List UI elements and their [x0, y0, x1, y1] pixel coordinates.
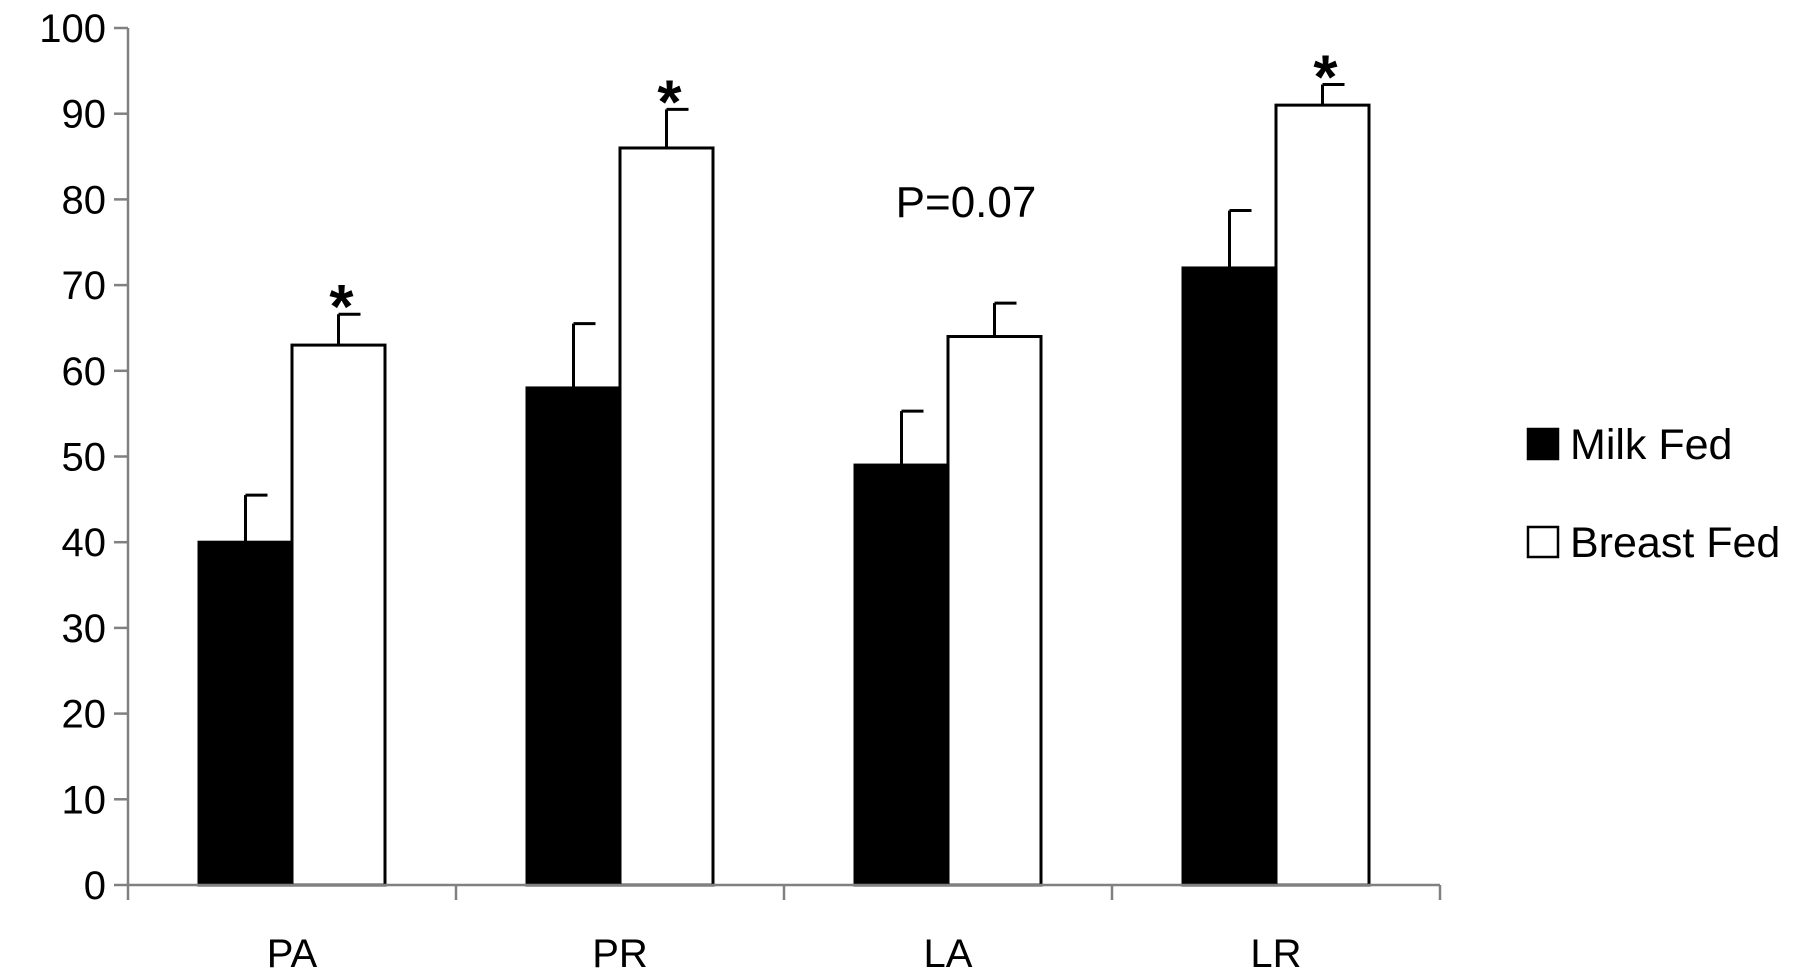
y-tick-label: 80 [62, 178, 107, 222]
bar [290, 343, 387, 887]
y-tick-label: 30 [62, 607, 107, 651]
y-tick-label: 0 [84, 864, 106, 908]
bar [1181, 266, 1278, 887]
legend-swatch [1526, 427, 1560, 461]
y-tick-label: 70 [62, 264, 107, 308]
bar [853, 463, 950, 887]
y-tick-label: 20 [62, 693, 107, 737]
y-tick-label: 10 [62, 778, 107, 822]
legend-swatch [1526, 525, 1560, 559]
error-bars [244, 83, 1345, 543]
p-value-label: P=0.07 [896, 178, 1037, 227]
x-tick-label: PR [592, 932, 648, 970]
legend-label: Breast Fed [1570, 519, 1780, 567]
annotations: * * P=0.07 * [329, 44, 1338, 343]
x-tick-label: LA [924, 932, 973, 970]
y-axis-ticks: 0 10 20 30 40 50 60 70 80 90 100 [39, 7, 128, 908]
y-tick-label: 50 [62, 436, 107, 480]
y-tick-label: 40 [62, 521, 107, 565]
bar [618, 146, 715, 887]
x-tick-label: LR [1250, 932, 1301, 970]
bar [1274, 103, 1371, 887]
bar [946, 335, 1043, 887]
legend: Milk Fed Breast Fed [1526, 421, 1780, 567]
x-tick-label: PA [267, 932, 318, 970]
significance-star: * [657, 68, 682, 137]
significance-star: * [329, 273, 354, 342]
bars [197, 103, 1371, 887]
bar [525, 386, 622, 887]
bar [197, 540, 294, 887]
y-tick-label: 100 [39, 7, 106, 51]
significance-star: * [1313, 44, 1338, 113]
legend-label: Milk Fed [1570, 421, 1732, 469]
y-tick-label: 60 [62, 350, 107, 394]
x-axis-ticks: PA PR LA LR [126, 885, 1442, 970]
y-tick-label: 90 [62, 93, 107, 137]
